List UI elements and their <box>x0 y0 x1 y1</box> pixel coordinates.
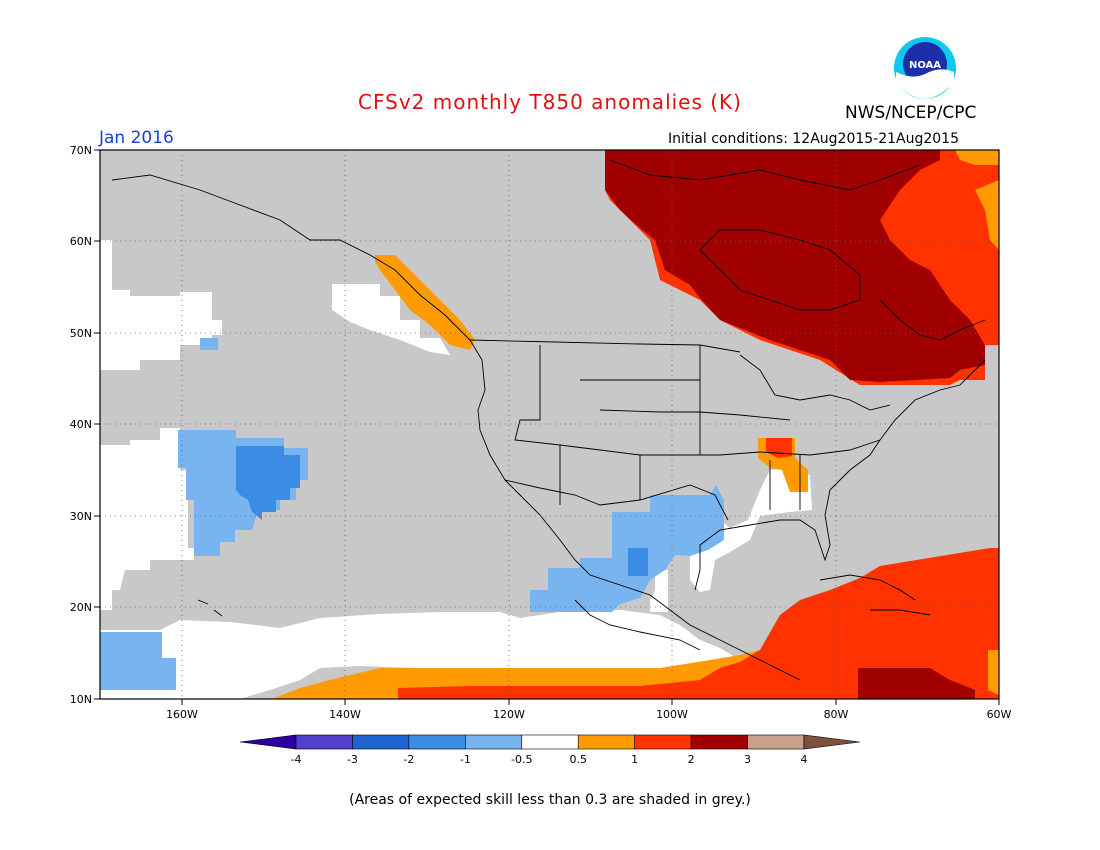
colorbar-label: -2 <box>403 753 414 766</box>
x-tick-label: 120W <box>493 708 525 721</box>
x-tick-label: 80W <box>824 708 849 721</box>
colorbar-label: -0.5 <box>511 753 532 766</box>
x-tick-label: 160W <box>166 708 198 721</box>
colorbar-swatch <box>748 735 804 749</box>
colorbar: -4 -3 -2 -1 -0.5 0.5 1 2 3 4 <box>240 735 860 766</box>
colorbar-label: 2 <box>688 753 695 766</box>
x-tick-label: 140W <box>329 708 361 721</box>
colorbar-swatch <box>522 735 578 749</box>
colorbar-swatch <box>352 735 408 749</box>
colorbar-label: 4 <box>801 753 808 766</box>
colorbar-label: 1 <box>631 753 638 766</box>
skill-note: (Areas of expected skill less than 0.3 a… <box>0 792 1100 808</box>
cool-anomaly-mexico-core <box>628 548 648 576</box>
map-figure: NOAA <box>0 0 1100 850</box>
y-tick-label: 40N <box>70 418 92 431</box>
noaa-logo: NOAA <box>894 37 956 99</box>
x-tick-label: 60W <box>987 708 1012 721</box>
colorbar-swatch <box>691 735 747 749</box>
colorbar-label: 0.5 <box>569 753 587 766</box>
y-tick-label: 30N <box>70 510 92 523</box>
colorbar-swatch <box>635 735 691 749</box>
colorbar-label: -3 <box>347 753 358 766</box>
y-tick-label: 70N <box>70 144 92 157</box>
y-tick-label: 20N <box>70 601 92 614</box>
y-axis-labels: 10N 20N 30N 40N 50N 60N 70N <box>70 144 92 706</box>
anomaly-field <box>100 150 999 699</box>
x-axis-labels: 160W 140W 120W 100W 80W 60W <box>166 708 1011 721</box>
colorbar-swatch <box>296 735 352 749</box>
colorbar-label: -4 <box>291 753 302 766</box>
y-tick-label: 50N <box>70 327 92 340</box>
warm-anomaly-caribbean-orange <box>988 650 999 695</box>
colorbar-swatch <box>465 735 521 749</box>
y-tick-label: 60N <box>70 235 92 248</box>
cool-anomaly-small <box>200 338 218 350</box>
colorbar-arrow-low <box>240 735 296 749</box>
x-tick-label: 100W <box>656 708 688 721</box>
y-tick-label: 10N <box>70 693 92 706</box>
colorbar-swatch <box>409 735 465 749</box>
colorbar-label: -1 <box>460 753 471 766</box>
colorbar-label: 3 <box>744 753 751 766</box>
noaa-logo-text: NOAA <box>909 60 941 71</box>
colorbar-arrow-high <box>804 735 860 749</box>
colorbar-swatch <box>578 735 634 749</box>
